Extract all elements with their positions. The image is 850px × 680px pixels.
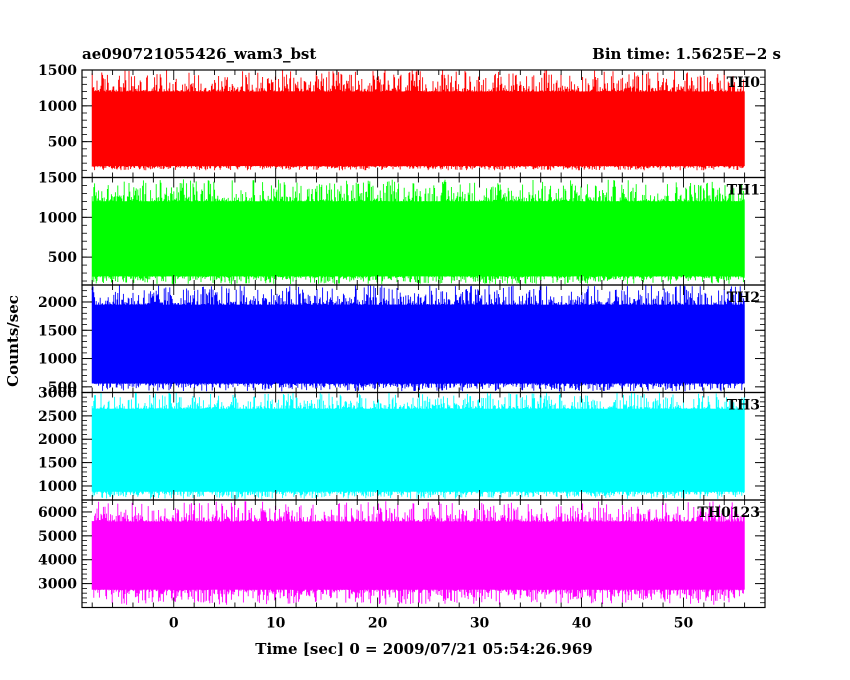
series-spikes — [91, 285, 745, 392]
y-tick-label: 1500 — [38, 323, 77, 339]
y-tick-label: 3000 — [38, 577, 77, 593]
y-tick-label: 2000 — [38, 295, 77, 311]
y-axis-label: Counts/sec — [4, 295, 22, 387]
x-tick-label: 0 — [169, 616, 179, 632]
y-tick-label: 4000 — [38, 553, 77, 569]
series-spikes — [91, 501, 745, 605]
x-tick-label: 30 — [470, 616, 490, 632]
x-tick-label: 10 — [266, 616, 286, 632]
y-tick-label: 500 — [48, 250, 77, 266]
panels-group: 50010001500TH050010001500TH1500100015002… — [38, 63, 766, 632]
y-tick-label: 6000 — [38, 505, 77, 521]
x-tick-label: 40 — [572, 616, 592, 632]
observation-id-label: ae090721055426_wam3_bst — [82, 45, 316, 63]
panel-name-label: TH0123 — [697, 505, 760, 521]
series-spikes — [91, 70, 745, 171]
panel-th0-series — [91, 70, 745, 171]
panel-th0123-series — [91, 501, 745, 605]
y-tick-label: 1500 — [38, 63, 77, 79]
y-tick-label: 500 — [48, 135, 77, 151]
y-tick-label: 1500 — [38, 456, 77, 472]
y-tick-label: 1000 — [38, 99, 77, 115]
panel-name-label: TH1 — [727, 183, 760, 199]
series-spikes — [91, 179, 745, 285]
panel-th2-series — [91, 285, 745, 392]
panel-name-label: TH2 — [727, 290, 760, 306]
panel-th1-series — [91, 179, 745, 285]
y-tick-label: 1000 — [38, 479, 77, 495]
y-tick-label: 500 — [48, 380, 77, 396]
x-tick-label: 50 — [674, 616, 694, 632]
y-tick-label: 1000 — [38, 352, 77, 368]
y-tick-label: 3000 — [38, 386, 77, 402]
panel-th3-series — [91, 392, 745, 499]
x-tick-label: 20 — [368, 616, 388, 632]
x-axis-label: Time [sec] 0 = 2009/07/21 05:54:26.969 — [255, 640, 592, 658]
series-spikes — [91, 392, 745, 499]
panel-name-label: TH3 — [727, 398, 760, 414]
y-tick-label: 1500 — [38, 171, 77, 187]
bin-time-label: Bin time: 1.5625E−2 s — [592, 45, 781, 63]
y-tick-label: 2000 — [38, 432, 77, 448]
y-tick-label: 2500 — [38, 409, 77, 425]
panel-name-label: TH0 — [727, 75, 761, 91]
panel-frame — [81, 499, 766, 609]
y-tick-label: 5000 — [38, 529, 77, 545]
y-tick-label: 1000 — [38, 210, 77, 226]
